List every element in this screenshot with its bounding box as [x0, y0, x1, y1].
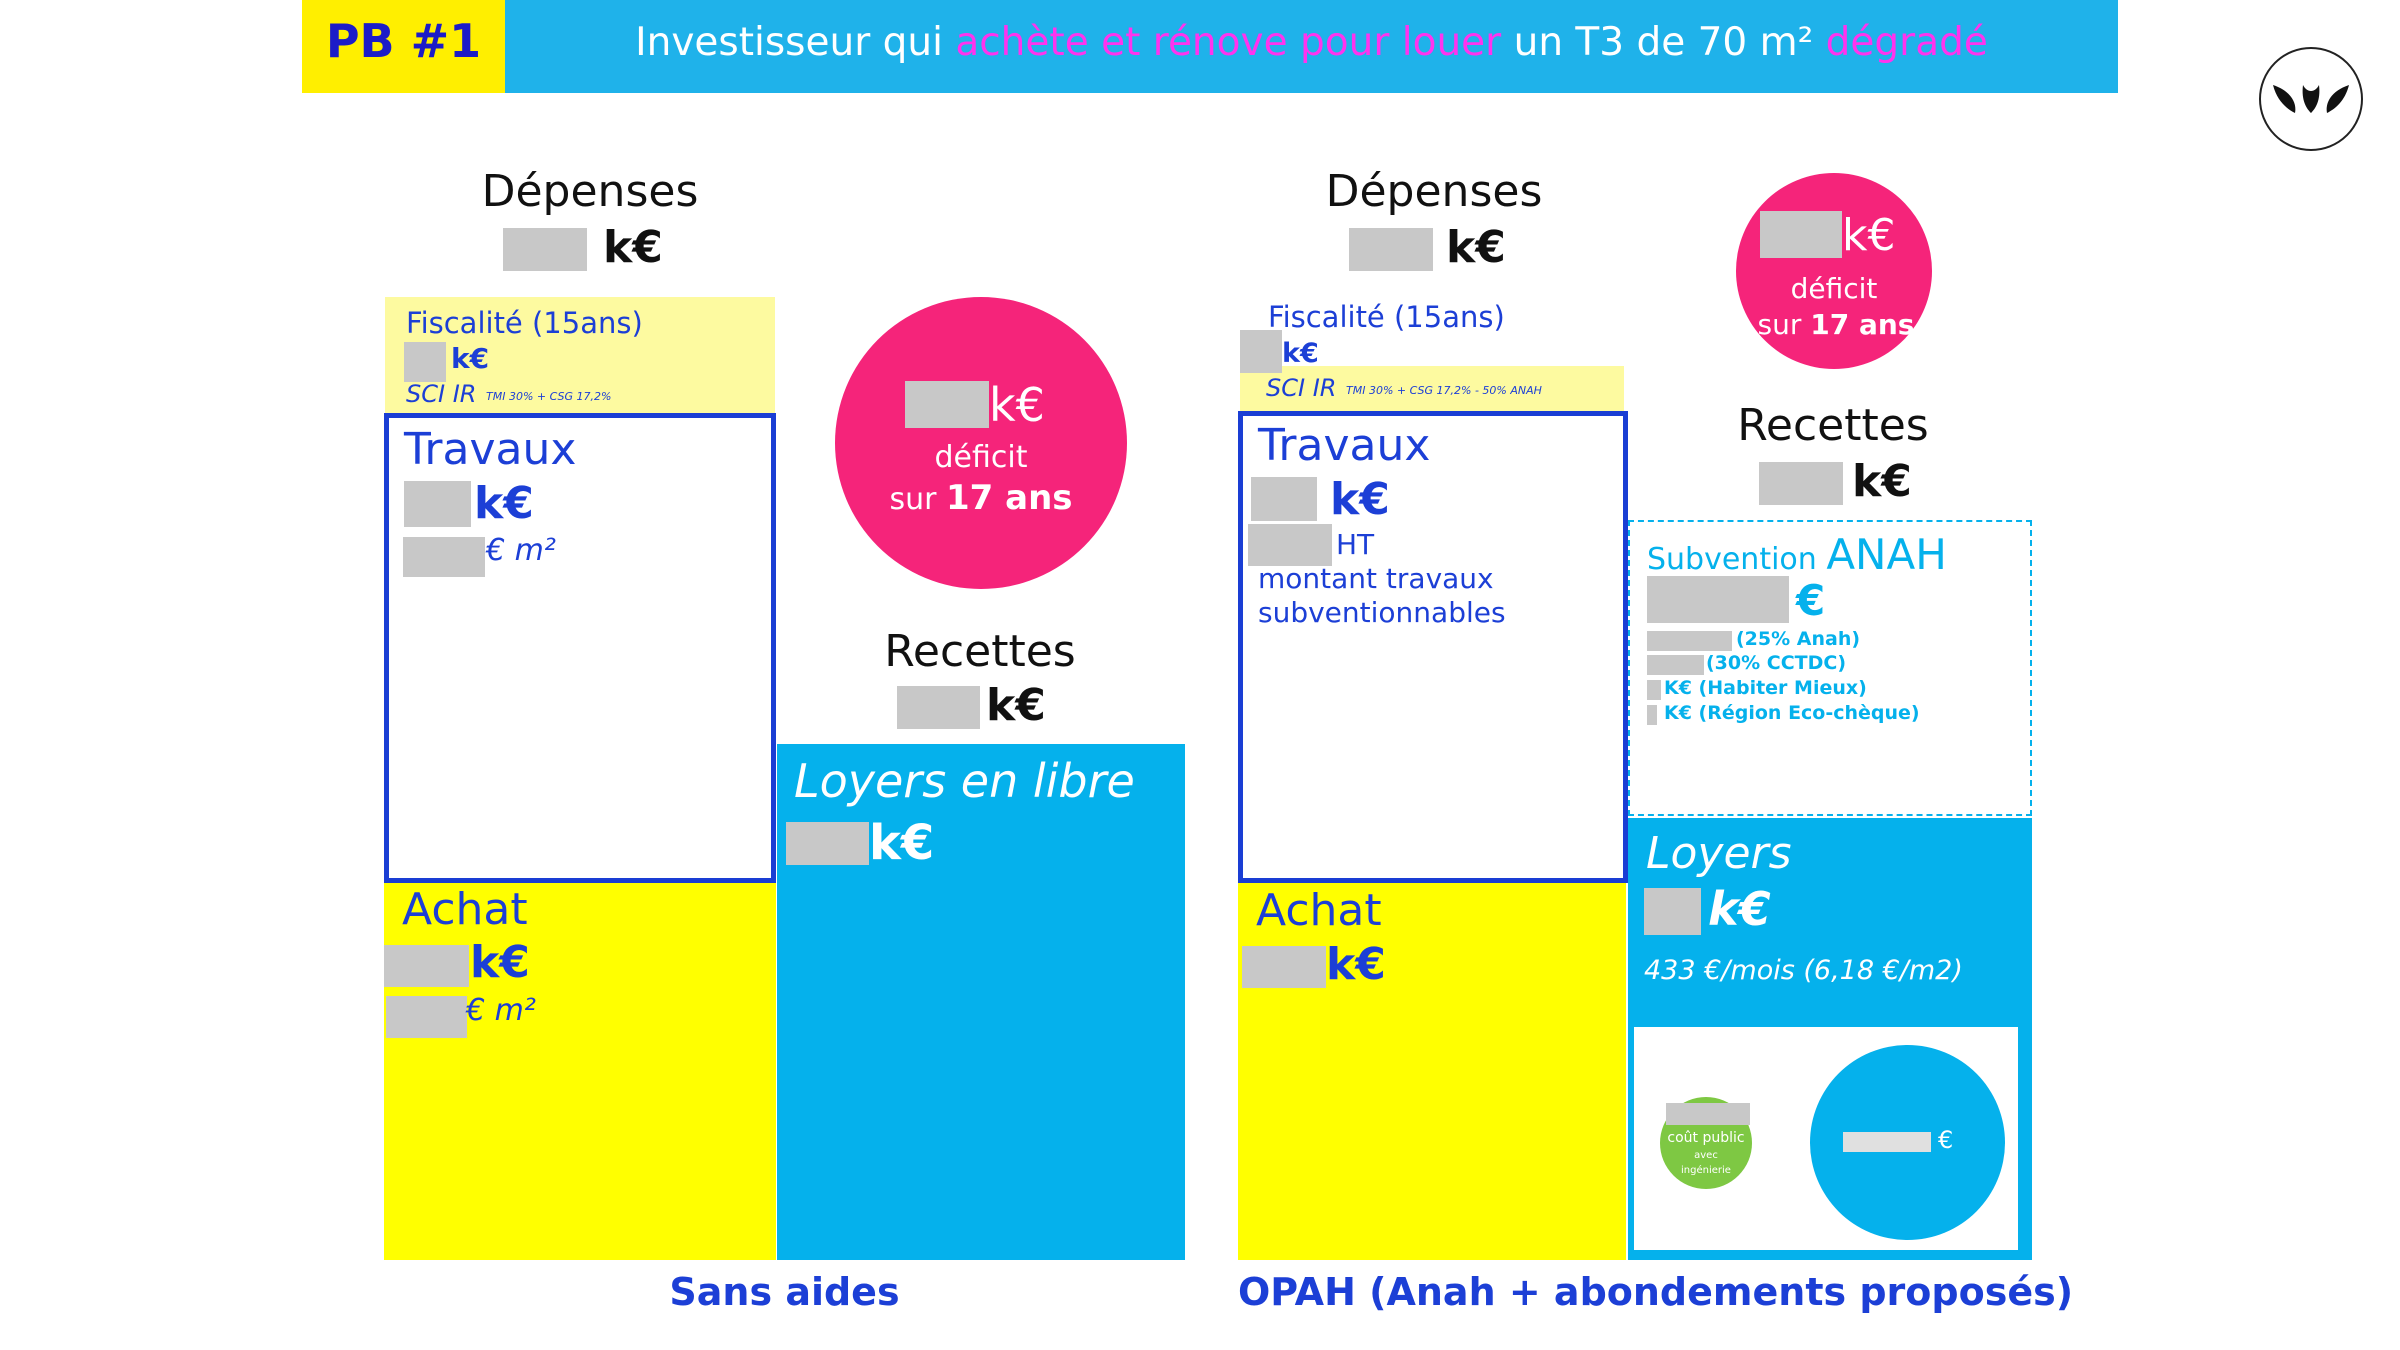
subvention-line-1-redacted — [1647, 631, 1732, 651]
left-recettes-unit: k€ — [986, 680, 1046, 731]
right-subvention-prefix: Subvention — [1647, 542, 1827, 577]
left-deficit-circle — [835, 297, 1127, 589]
right-deficit-years: 17 ans — [1810, 308, 1915, 341]
cout-public-sub-2: ingénierie — [1681, 1165, 1731, 1176]
right-deficit-unit: k€ — [1842, 210, 1896, 261]
left-travaux-m2-redacted — [403, 537, 485, 577]
right-loyers-unit: k€ — [1708, 882, 1771, 936]
right-fiscalite-detail: TMI 30% + CSG 17,2% - 50% ANAH — [1346, 384, 1542, 397]
left-fiscalite-title: Fiscalité (15ans) — [406, 306, 643, 340]
left-depenses-value-redacted — [503, 228, 587, 271]
right-travaux-ht-redacted — [1248, 524, 1332, 566]
right-deficit-circle — [1736, 173, 1932, 369]
left-recettes-title: Recettes — [884, 626, 1076, 677]
left-achat-m2-redacted — [386, 996, 467, 1038]
left-achat-m2: € m² — [466, 993, 536, 1028]
right-subvention-value-redacted — [1647, 576, 1789, 623]
right-travaux-value-redacted — [1251, 477, 1317, 521]
left-deficit-label: déficit — [934, 440, 1028, 475]
right-fiscalite-unit: k€ — [1282, 338, 1319, 369]
pb-tag-background — [302, 0, 505, 93]
left-depenses-unit: k€ — [603, 222, 663, 273]
right-deficit-value-redacted — [1760, 211, 1842, 258]
title-part-1: Investisseur qui — [635, 20, 956, 65]
right-deficit-period: sur 17 ans — [1740, 308, 1932, 341]
left-deficit-unit: k€ — [989, 378, 1045, 432]
title-part-2: un T3 de 70 m² — [1501, 20, 1826, 65]
right-fiscalite-regime: SCI IR — [1266, 374, 1337, 402]
subvention-line-4-redacted — [1647, 705, 1657, 725]
right-achat-block — [1238, 883, 1626, 1260]
subvention-line-3-redacted — [1647, 680, 1661, 700]
left-deficit-years: 17 ans — [945, 478, 1073, 518]
leaf-logo-svg — [2273, 85, 2349, 113]
title-highlight-2: dégradé — [1825, 20, 1988, 65]
left-travaux-m2: € m² — [486, 533, 556, 568]
subvention-line-1: (25% Anah) — [1736, 628, 1861, 650]
left-deficit-sur: sur — [889, 482, 946, 517]
left-fiscalite-regime: SCI IR — [406, 380, 477, 408]
right-recettes-title: Recettes — [1737, 400, 1929, 451]
left-deficit-period: sur 17 ans — [835, 478, 1127, 518]
right-depenses-unit: k€ — [1446, 222, 1506, 273]
right-subvention-anah: ANAH — [1826, 530, 1947, 579]
right-travaux-note-2: subventionnables — [1258, 596, 1506, 629]
left-fiscalite-unit: k€ — [451, 342, 490, 375]
right-achat-unit: k€ — [1326, 939, 1386, 990]
left-fiscalite-value-redacted — [404, 342, 446, 382]
left-loyers-value-redacted — [786, 822, 869, 865]
right-travaux-note-1: montant travaux — [1258, 562, 1494, 595]
right-recettes-unit: k€ — [1852, 456, 1912, 507]
right-achat-value-redacted — [1242, 946, 1326, 988]
left-achat-value-redacted — [384, 945, 469, 987]
title-bar — [505, 0, 2118, 93]
left-fiscalite-detail: TMI 30% + CSG 17,2% — [486, 390, 612, 403]
cout-public-value-redacted — [1666, 1103, 1750, 1125]
subvention-line-3: K€ (Habiter Mieux) — [1664, 677, 1867, 699]
left-travaux-title: Travaux — [404, 424, 577, 475]
right-fiscalite-title: Fiscalité (15ans) — [1268, 300, 1505, 334]
cout-public-sub-1: avec — [1694, 1150, 1718, 1161]
left-achat-title: Achat — [402, 884, 528, 935]
left-achat-unit: k€ — [470, 937, 530, 988]
right-cost-unit: € — [1938, 1126, 1954, 1154]
right-caption: OPAH (Anah + abondements proposés) — [1238, 1270, 2074, 1314]
right-loyers-title: Loyers — [1646, 828, 1792, 879]
left-achat-block — [384, 883, 776, 1260]
cout-public-label: coût public — [1667, 1130, 1745, 1146]
left-caption: Sans aides — [669, 1270, 900, 1314]
pb-tag-label: PB #1 — [325, 14, 482, 68]
leaf-logo-icon — [2259, 47, 2363, 151]
subvention-line-2: (30% CCTDC) — [1706, 652, 1847, 674]
right-travaux-ht: HT — [1336, 528, 1375, 561]
left-recettes-value-redacted — [897, 686, 980, 729]
left-loyers-title: Loyers en libre — [794, 754, 1135, 808]
right-achat-title: Achat — [1256, 885, 1382, 936]
left-loyers-unit: k€ — [869, 815, 935, 871]
left-travaux-value-redacted — [404, 481, 471, 527]
left-depenses-title: Dépenses — [481, 166, 699, 217]
right-loyers-detail: 433 €/mois (6,18 €/m2) — [1644, 955, 1963, 986]
subvention-line-2-redacted — [1647, 655, 1704, 675]
right-deficit-sur: sur — [1757, 308, 1811, 341]
page-title: Investisseur qui achète et rénove pour l… — [505, 20, 2118, 65]
right-recettes-value-redacted — [1759, 462, 1843, 505]
left-travaux-unit: k€ — [474, 478, 534, 529]
left-deficit-value-redacted — [905, 381, 989, 428]
right-deficit-label: déficit — [1790, 272, 1878, 305]
right-subvention-title: Subvention ANAH — [1647, 530, 1947, 579]
right-depenses-title: Dépenses — [1325, 166, 1543, 217]
right-cost-value-redacted — [1843, 1132, 1931, 1152]
right-loyers-value-redacted — [1644, 888, 1701, 935]
right-fiscalite-value-redacted — [1240, 330, 1282, 373]
left-fiscalite-block — [385, 297, 775, 413]
right-fiscalite-block — [1240, 366, 1624, 412]
subvention-line-4: K€ (Région Eco-chèque) — [1664, 702, 1920, 724]
title-highlight-1: achète et rénove pour louer — [955, 20, 1502, 65]
right-depenses-value-redacted — [1349, 228, 1433, 271]
right-travaux-title: Travaux — [1258, 420, 1431, 471]
right-travaux-unit: k€ — [1330, 474, 1390, 525]
right-subvention-unit: € — [1796, 576, 1826, 625]
